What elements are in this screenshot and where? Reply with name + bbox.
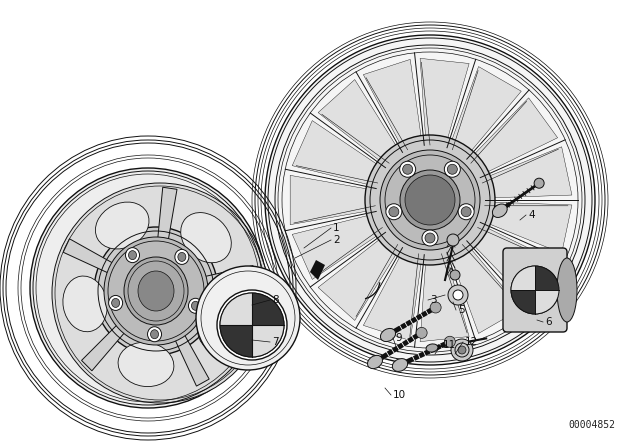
Circle shape [447,164,458,174]
Text: 4: 4 [528,210,534,220]
FancyBboxPatch shape [503,248,567,332]
Circle shape [451,339,473,361]
Ellipse shape [191,302,200,310]
Ellipse shape [104,237,208,345]
Polygon shape [292,121,376,184]
Circle shape [380,150,480,250]
Ellipse shape [188,298,202,313]
Ellipse shape [426,344,438,352]
Circle shape [461,207,471,217]
Ellipse shape [138,271,174,311]
Circle shape [447,234,459,246]
Circle shape [265,35,595,365]
Wedge shape [511,266,535,290]
Circle shape [217,290,287,360]
Ellipse shape [492,204,508,217]
Ellipse shape [178,252,186,262]
Ellipse shape [95,202,149,249]
Circle shape [196,266,300,370]
Circle shape [444,161,460,177]
Ellipse shape [94,227,218,355]
Circle shape [405,175,455,225]
Circle shape [430,302,441,313]
Ellipse shape [150,330,159,339]
Polygon shape [310,260,325,280]
Text: 11: 11 [443,340,456,350]
Ellipse shape [148,327,161,342]
Text: 6: 6 [545,317,552,327]
Polygon shape [364,60,421,142]
Circle shape [444,336,455,347]
Wedge shape [535,290,559,314]
Text: 9: 9 [395,333,402,343]
Ellipse shape [111,298,120,307]
Ellipse shape [380,328,396,341]
Text: 5: 5 [458,305,465,315]
Ellipse shape [129,250,136,260]
Wedge shape [252,325,284,357]
Circle shape [422,230,438,246]
Polygon shape [318,80,396,160]
Polygon shape [318,240,396,320]
Circle shape [416,327,427,338]
Polygon shape [364,258,421,340]
Text: 7: 7 [272,337,278,347]
Polygon shape [167,318,209,386]
Circle shape [511,266,559,314]
Text: 00004852: 00004852 [568,420,615,430]
Text: 1: 1 [333,223,340,233]
Circle shape [400,170,460,230]
Circle shape [453,290,463,300]
Polygon shape [420,263,469,342]
Text: 8: 8 [272,295,278,305]
Circle shape [403,164,413,174]
Ellipse shape [557,258,577,322]
Circle shape [386,204,402,220]
Circle shape [534,178,544,188]
Polygon shape [63,239,129,281]
Polygon shape [81,311,138,371]
Wedge shape [220,293,252,325]
Circle shape [389,207,399,217]
Wedge shape [252,293,284,325]
Text: 3: 3 [430,295,436,305]
Ellipse shape [109,295,123,310]
Ellipse shape [392,358,408,371]
Polygon shape [452,67,521,150]
Circle shape [448,285,468,305]
Wedge shape [535,266,559,290]
Polygon shape [490,147,572,198]
Ellipse shape [125,248,140,263]
Circle shape [236,306,260,330]
Polygon shape [292,216,376,280]
Polygon shape [452,250,521,333]
Ellipse shape [197,297,244,350]
Wedge shape [511,290,535,314]
Ellipse shape [175,250,189,264]
Ellipse shape [30,168,266,408]
Polygon shape [290,175,366,224]
Polygon shape [490,202,572,253]
Circle shape [458,204,474,220]
Text: 12: 12 [465,337,478,347]
Circle shape [399,161,415,177]
Text: 10: 10 [393,390,406,400]
Wedge shape [220,325,252,357]
Ellipse shape [63,276,108,332]
Circle shape [425,233,435,243]
Polygon shape [186,266,255,290]
Text: 2: 2 [333,235,340,245]
Polygon shape [420,58,469,138]
Ellipse shape [367,355,383,369]
Ellipse shape [52,183,268,403]
Polygon shape [156,187,177,259]
Ellipse shape [124,257,188,325]
Ellipse shape [180,213,231,263]
Circle shape [450,270,460,280]
Circle shape [365,135,495,265]
Ellipse shape [118,342,174,387]
Polygon shape [475,98,557,172]
Polygon shape [475,228,557,302]
Circle shape [458,346,466,354]
